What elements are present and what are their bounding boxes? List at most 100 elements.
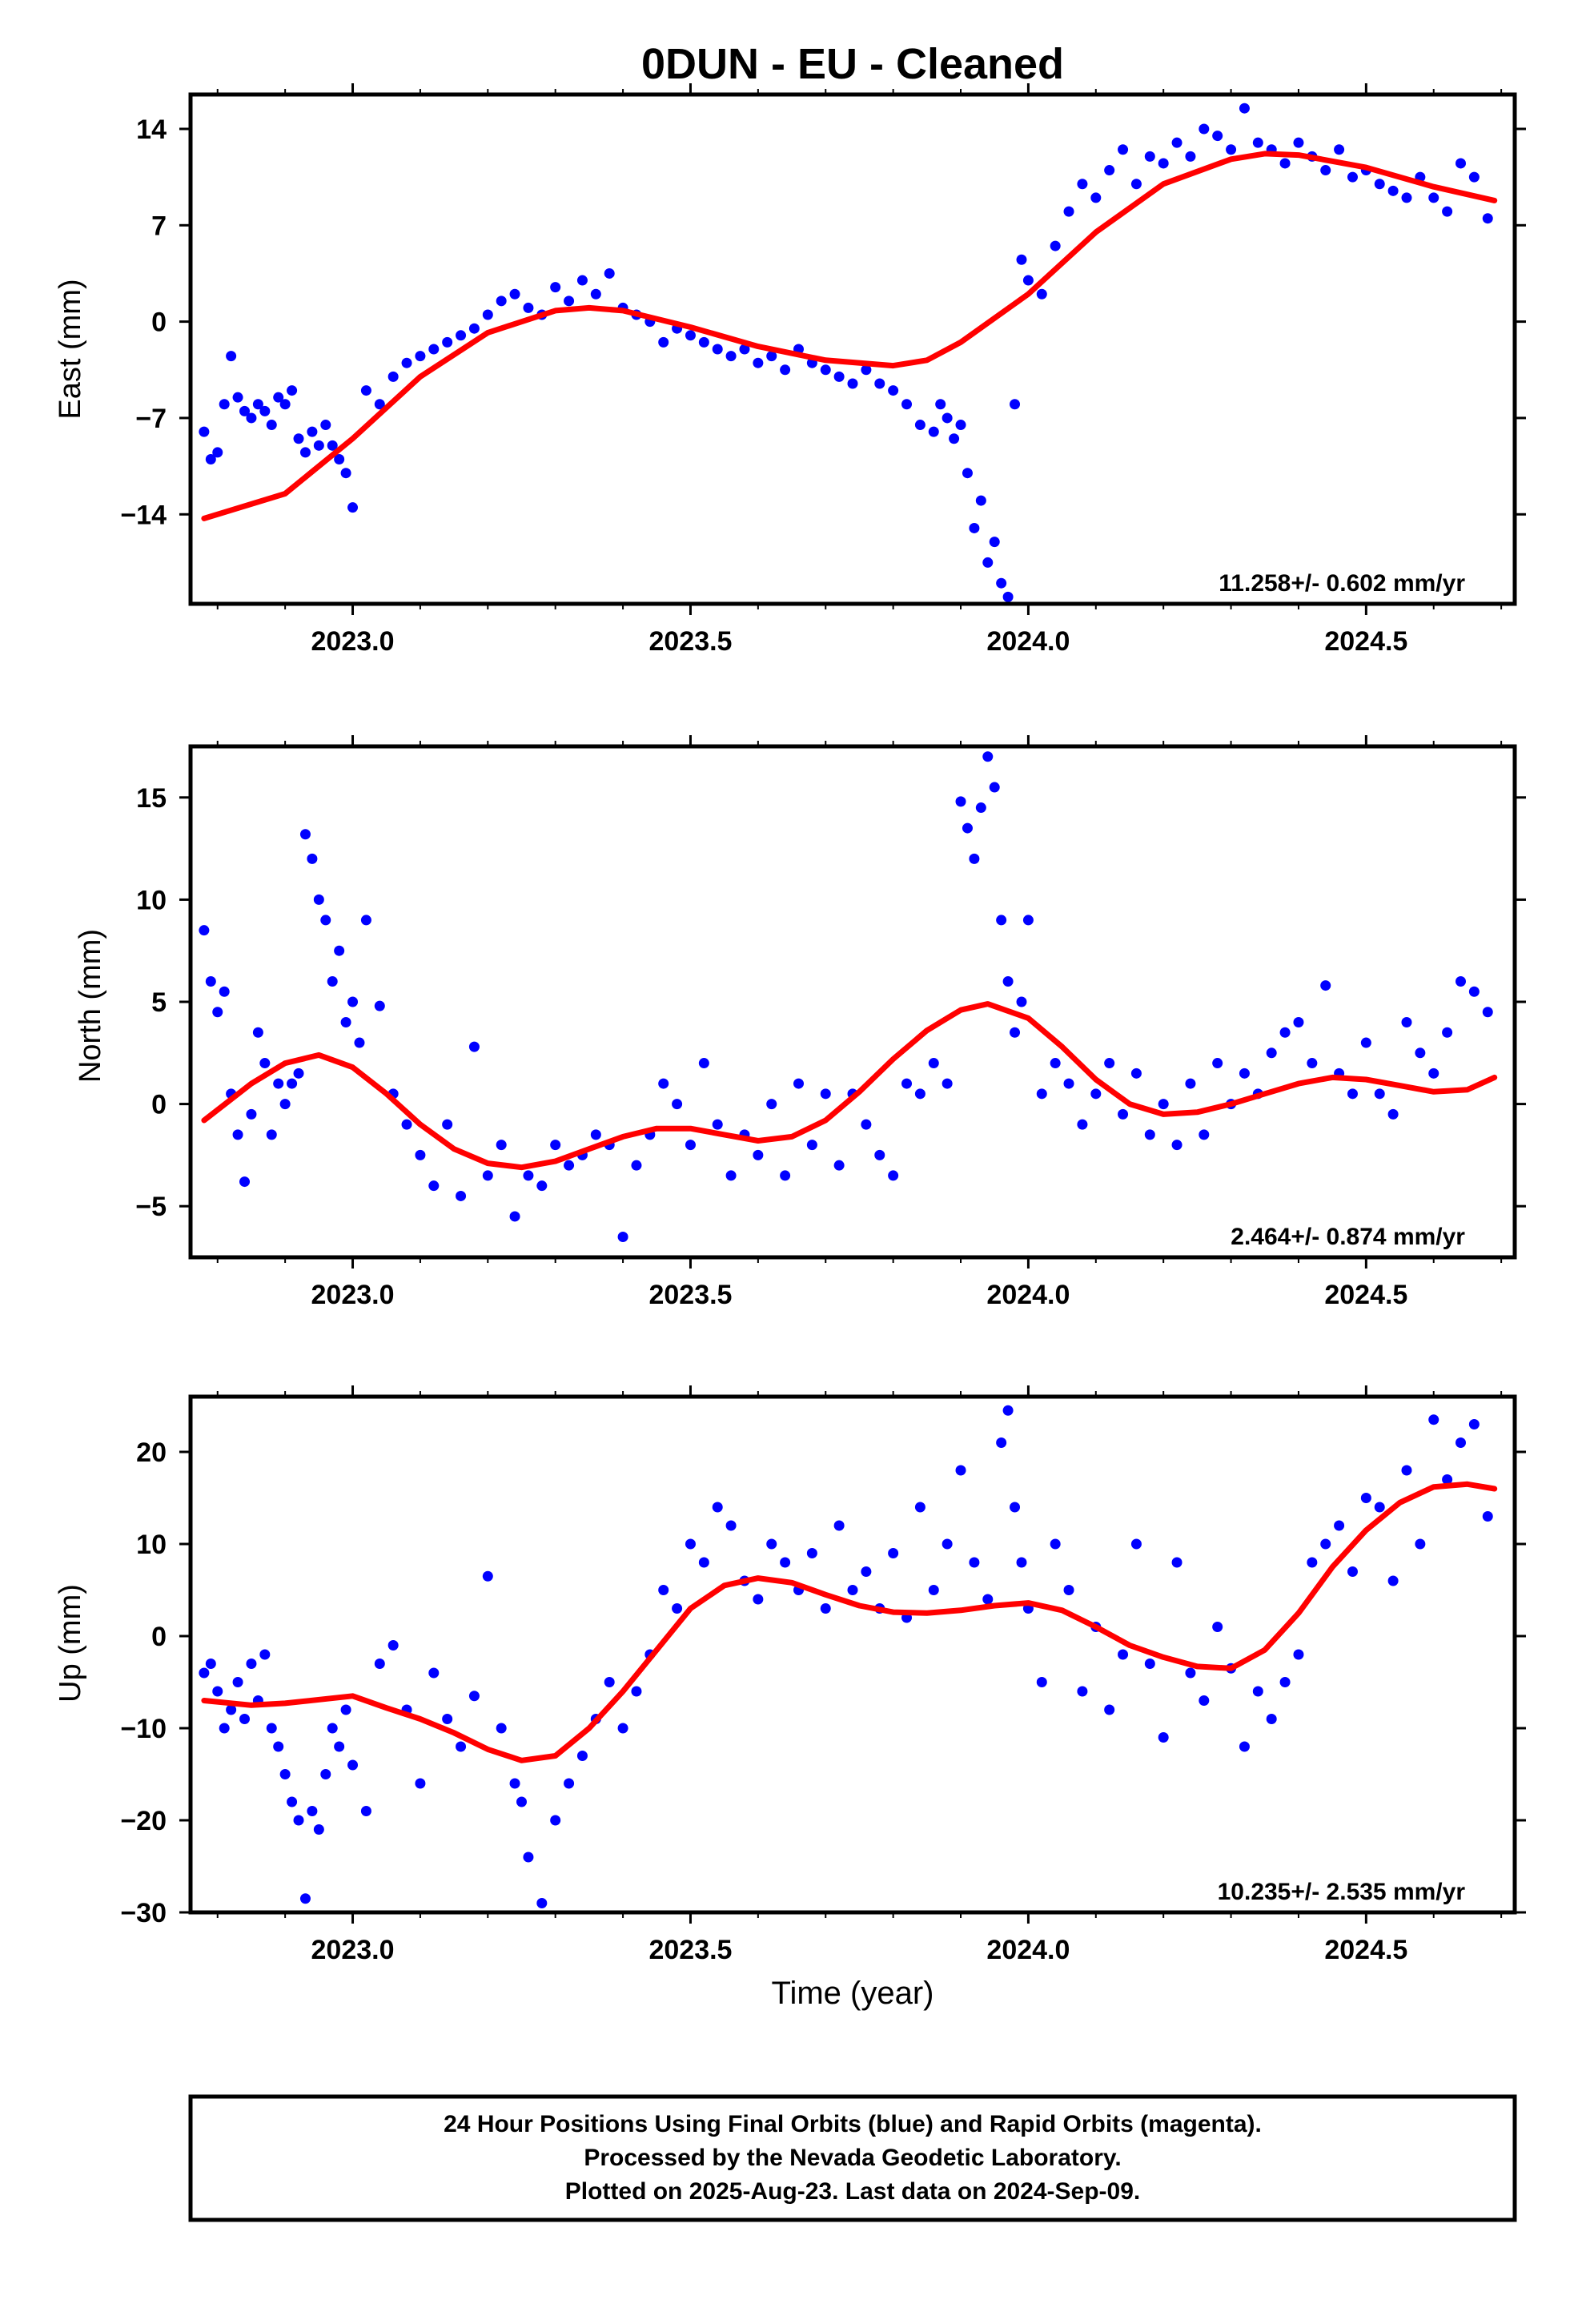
east-data-point — [279, 399, 291, 410]
up-frame — [188, 1394, 1517, 1915]
east-data-point — [901, 399, 913, 410]
north-data-point — [1279, 1027, 1291, 1038]
east-xtick-label: 2023.0 — [311, 626, 395, 657]
east-data-point — [1482, 213, 1493, 224]
east-data-point — [496, 296, 507, 307]
east-data-point — [935, 399, 946, 410]
up-data-point — [415, 1778, 426, 1789]
up-ytick-label: −30 — [120, 1898, 167, 1928]
north-data-point — [287, 1078, 298, 1089]
east-data-point — [1022, 275, 1034, 286]
east-data-point — [1442, 206, 1453, 217]
north-data-point — [1130, 1068, 1142, 1079]
east-data-point — [989, 537, 1000, 548]
east-data-point — [820, 364, 831, 376]
up-data-point — [1320, 1538, 1331, 1550]
north-data-point — [989, 782, 1000, 793]
north-data-point — [1401, 1017, 1412, 1028]
east-data-point — [1063, 206, 1074, 217]
north-data-point — [1442, 1027, 1453, 1038]
up-data-point — [1428, 1414, 1439, 1425]
east-data-point — [320, 420, 331, 431]
up-data-point — [1199, 1695, 1210, 1706]
north-rate-label: 2.464+/- 0.874 mm/yr — [1231, 1224, 1465, 1250]
up-data-point — [340, 1704, 351, 1715]
up-data-point — [1063, 1585, 1074, 1595]
east-data-point — [888, 385, 899, 396]
up-data-point — [246, 1659, 257, 1669]
up-data-point — [1415, 1538, 1426, 1550]
east-data-point — [468, 323, 480, 334]
up-data-point — [259, 1649, 271, 1660]
up-xtick-label: 2023.0 — [311, 1935, 395, 1965]
north-data-point — [564, 1160, 575, 1171]
north-data-point — [1293, 1017, 1304, 1028]
north-data-point — [969, 853, 980, 864]
east-data-point — [1293, 137, 1304, 148]
north-data-point — [279, 1099, 291, 1110]
north-data-point — [1468, 986, 1480, 997]
east-data-point — [523, 302, 534, 313]
east-data-point — [739, 344, 750, 355]
east-data-point — [685, 330, 696, 341]
up-data-point — [806, 1548, 817, 1558]
north-panel: North (mm) 2.464+/- 0.874 mm/yr 2023.0 20… — [74, 735, 1526, 1310]
east-ytick-label: 0 — [151, 308, 167, 338]
east-data-point — [334, 454, 345, 465]
up-panel: Up (mm) 10.235+/- 2.535 mm/yr 2023.0 2023… — [54, 1385, 1526, 1965]
up-data-point — [550, 1815, 561, 1826]
east-data-point — [1387, 185, 1399, 196]
north-data-point — [833, 1160, 845, 1171]
north-data-point — [955, 796, 966, 807]
north-data-point — [928, 1058, 939, 1069]
east-xtick-label: 2024.0 — [986, 626, 1070, 657]
east-data-point — [340, 468, 351, 479]
east-data-point — [259, 405, 271, 416]
east-data-point — [766, 351, 777, 362]
north-ytick-label: 10 — [136, 885, 167, 915]
north-data-point — [1090, 1088, 1102, 1100]
up-data-point — [672, 1603, 683, 1614]
up-data-point — [516, 1796, 527, 1807]
up-data-point — [942, 1538, 953, 1550]
up-data-point — [1374, 1502, 1385, 1513]
up-data-point — [287, 1796, 298, 1807]
east-data-point — [401, 357, 412, 368]
north-data-point — [962, 822, 973, 834]
up-ytick-label: 10 — [136, 1530, 167, 1560]
up-data-point — [996, 1437, 1007, 1448]
up-data-point — [685, 1538, 696, 1550]
north-data-point — [212, 1007, 223, 1018]
east-data-point — [1130, 179, 1142, 190]
north-data-point — [415, 1149, 426, 1160]
up-data-point — [496, 1723, 507, 1734]
up-data-point — [1185, 1667, 1196, 1679]
north-data-point — [239, 1176, 251, 1188]
east-data-point — [861, 364, 872, 376]
up-ytick-label: 0 — [151, 1622, 167, 1652]
up-data-point — [1307, 1557, 1318, 1568]
east-data-point — [246, 412, 257, 424]
north-data-point — [509, 1211, 520, 1222]
east-fit-line — [201, 151, 1498, 521]
north-data-point — [1104, 1058, 1115, 1069]
up-data-point — [199, 1667, 210, 1679]
east-data-point — [1455, 158, 1466, 169]
north-data-point — [1374, 1088, 1385, 1100]
north-data-point — [523, 1170, 534, 1181]
up-rate-label: 10.235+/- 2.535 mm/yr — [1218, 1879, 1466, 1905]
east-data-point — [949, 433, 960, 444]
east-data-point — [942, 412, 953, 424]
east-data-point — [1252, 137, 1263, 148]
up-data-point — [1347, 1566, 1358, 1577]
east-data-point — [698, 336, 709, 348]
up-data-point — [1266, 1714, 1277, 1724]
east-data-point — [712, 344, 723, 355]
up-data-point — [698, 1557, 709, 1568]
east-data-point — [205, 454, 216, 465]
north-data-point — [273, 1078, 284, 1089]
east-data-point — [725, 351, 737, 362]
east-data-point — [347, 502, 359, 513]
north-data-point — [753, 1149, 764, 1160]
east-data-point — [874, 378, 885, 389]
